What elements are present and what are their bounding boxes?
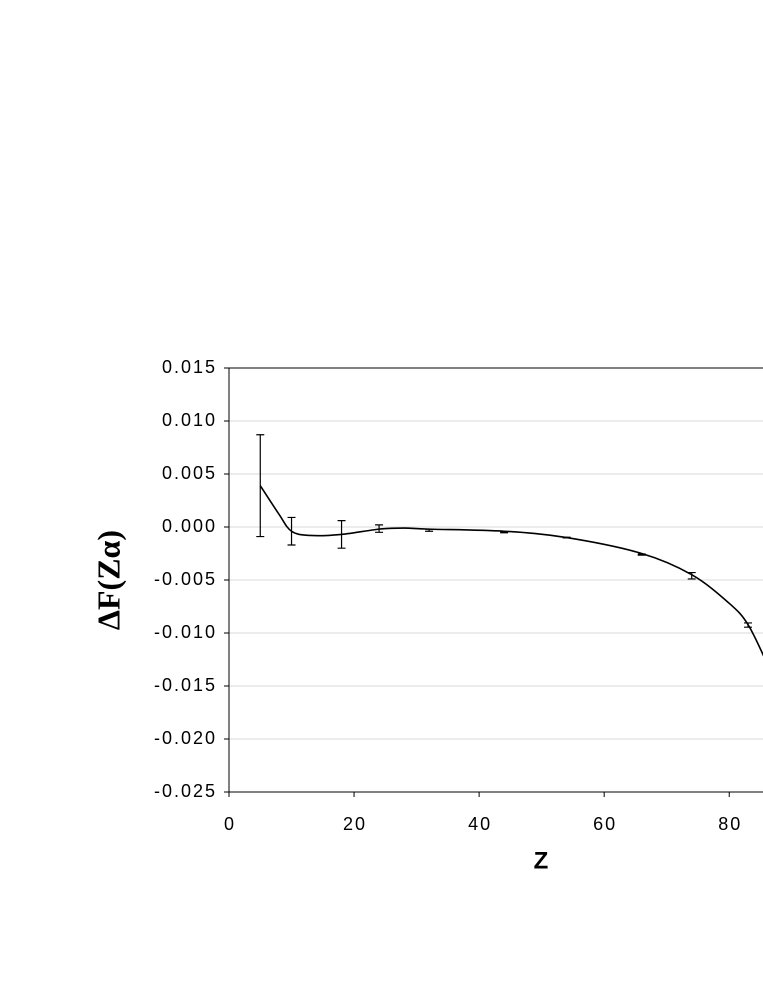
y-tick-label: 0.010	[162, 410, 217, 430]
y-tick-label: 0.000	[162, 516, 217, 536]
y-tick-label: -0.020	[154, 728, 217, 748]
plot-area	[256, 434, 763, 657]
fit-line	[259, 485, 763, 657]
y-tick-label: 0.015	[162, 357, 217, 377]
x-tick-label: 0	[224, 814, 236, 834]
x-axis-label: Z	[534, 847, 549, 874]
x-tick-label: 80	[718, 814, 742, 834]
y-tick-label: -0.005	[154, 569, 217, 589]
x-tick-label: 40	[468, 814, 492, 834]
error-bar	[256, 434, 265, 538]
y-axis-label: ΔF(Zα)	[90, 530, 126, 630]
x-tick-label: 60	[593, 814, 617, 834]
y-tick-label: 0.005	[162, 463, 217, 483]
y-tick-label: -0.015	[154, 675, 217, 695]
y-tick-label: -0.010	[154, 622, 217, 642]
x-tick-label: 20	[343, 814, 367, 834]
y-tick-label: -0.025	[154, 781, 217, 801]
axis-frame	[228, 367, 763, 793]
